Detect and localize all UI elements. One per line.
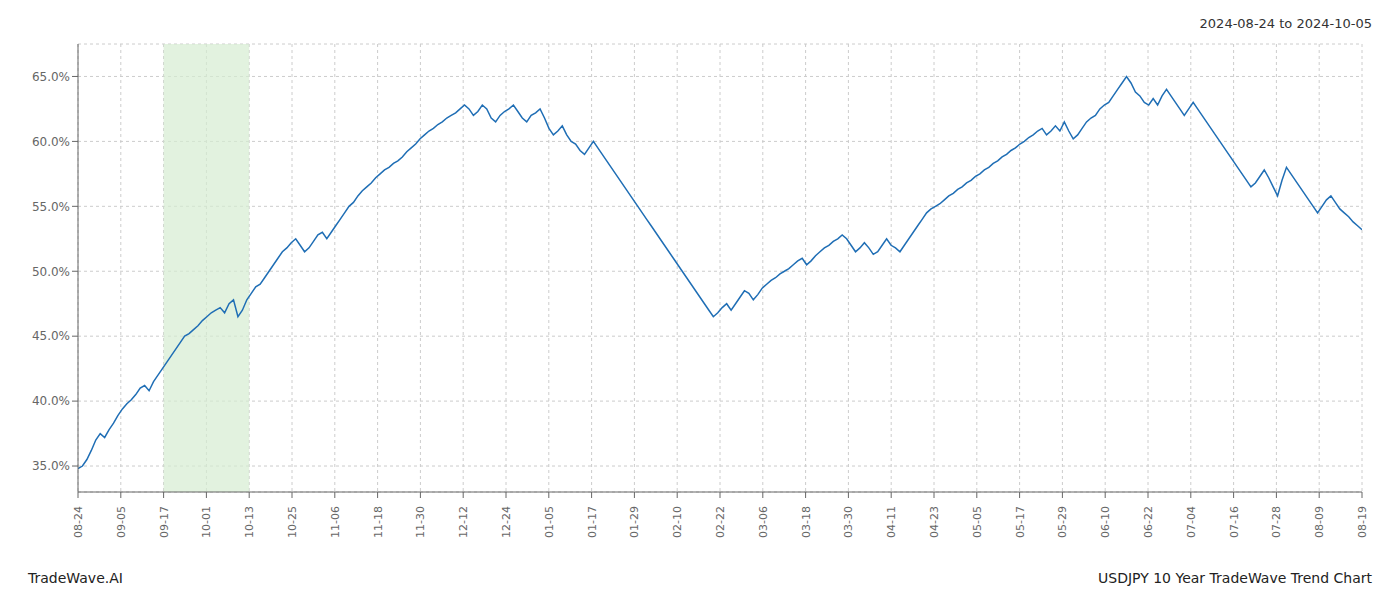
svg-text:60.0%: 60.0%	[32, 135, 70, 149]
svg-text:05-05: 05-05	[971, 506, 984, 538]
svg-text:55.0%: 55.0%	[32, 200, 70, 214]
svg-text:09-17: 09-17	[158, 506, 171, 538]
svg-text:35.0%: 35.0%	[32, 459, 70, 473]
svg-text:08-09: 08-09	[1313, 506, 1326, 538]
svg-text:11-30: 11-30	[414, 506, 427, 538]
svg-text:07-04: 07-04	[1185, 506, 1198, 538]
svg-text:07-16: 07-16	[1228, 506, 1241, 538]
svg-text:02-22: 02-22	[714, 506, 727, 538]
svg-text:12-12: 12-12	[457, 506, 470, 538]
svg-text:02-10: 02-10	[671, 506, 684, 538]
svg-text:07-28: 07-28	[1270, 506, 1283, 538]
svg-text:01-17: 01-17	[586, 506, 599, 538]
svg-text:05-29: 05-29	[1056, 506, 1069, 538]
svg-text:08-19: 08-19	[1356, 506, 1369, 538]
svg-text:40.0%: 40.0%	[32, 394, 70, 408]
html-text:2024-08-24 to 2024-10-05: 2024-08-24 to 2024-10-05	[1199, 16, 1372, 31]
svg-text:01-29: 01-29	[628, 506, 641, 538]
svg-text:10-01: 10-01	[200, 506, 213, 538]
svg-text:10-13: 10-13	[243, 506, 256, 538]
svg-text:12-24: 12-24	[500, 506, 513, 538]
svg-text:06-22: 06-22	[1142, 506, 1155, 538]
svg-text:04-23: 04-23	[928, 506, 941, 538]
svg-text:45.0%: 45.0%	[32, 329, 70, 343]
html-text:TradeWave.AI: TradeWave.AI	[28, 570, 123, 586]
svg-text:50.0%: 50.0%	[32, 265, 70, 279]
svg-text:04-11: 04-11	[885, 506, 898, 538]
svg-text:03-06: 03-06	[757, 506, 770, 538]
svg-text:11-18: 11-18	[372, 506, 385, 538]
svg-text:03-18: 03-18	[800, 506, 813, 538]
svg-text:11-06: 11-06	[329, 506, 342, 538]
svg-text:01-05: 01-05	[543, 506, 556, 538]
svg-text:65.0%: 65.0%	[32, 70, 70, 84]
svg-text:03-30: 03-30	[842, 506, 855, 538]
svg-text:09-05: 09-05	[115, 506, 128, 538]
html-text:USDJPY 10 Year TradeWave Trend: USDJPY 10 Year TradeWave Trend Chart	[1098, 570, 1372, 586]
svg-text:05-17: 05-17	[1014, 506, 1027, 538]
svg-text:06-10: 06-10	[1099, 506, 1112, 538]
svg-text:08-24: 08-24	[72, 506, 85, 538]
svg-text:10-25: 10-25	[286, 506, 299, 538]
